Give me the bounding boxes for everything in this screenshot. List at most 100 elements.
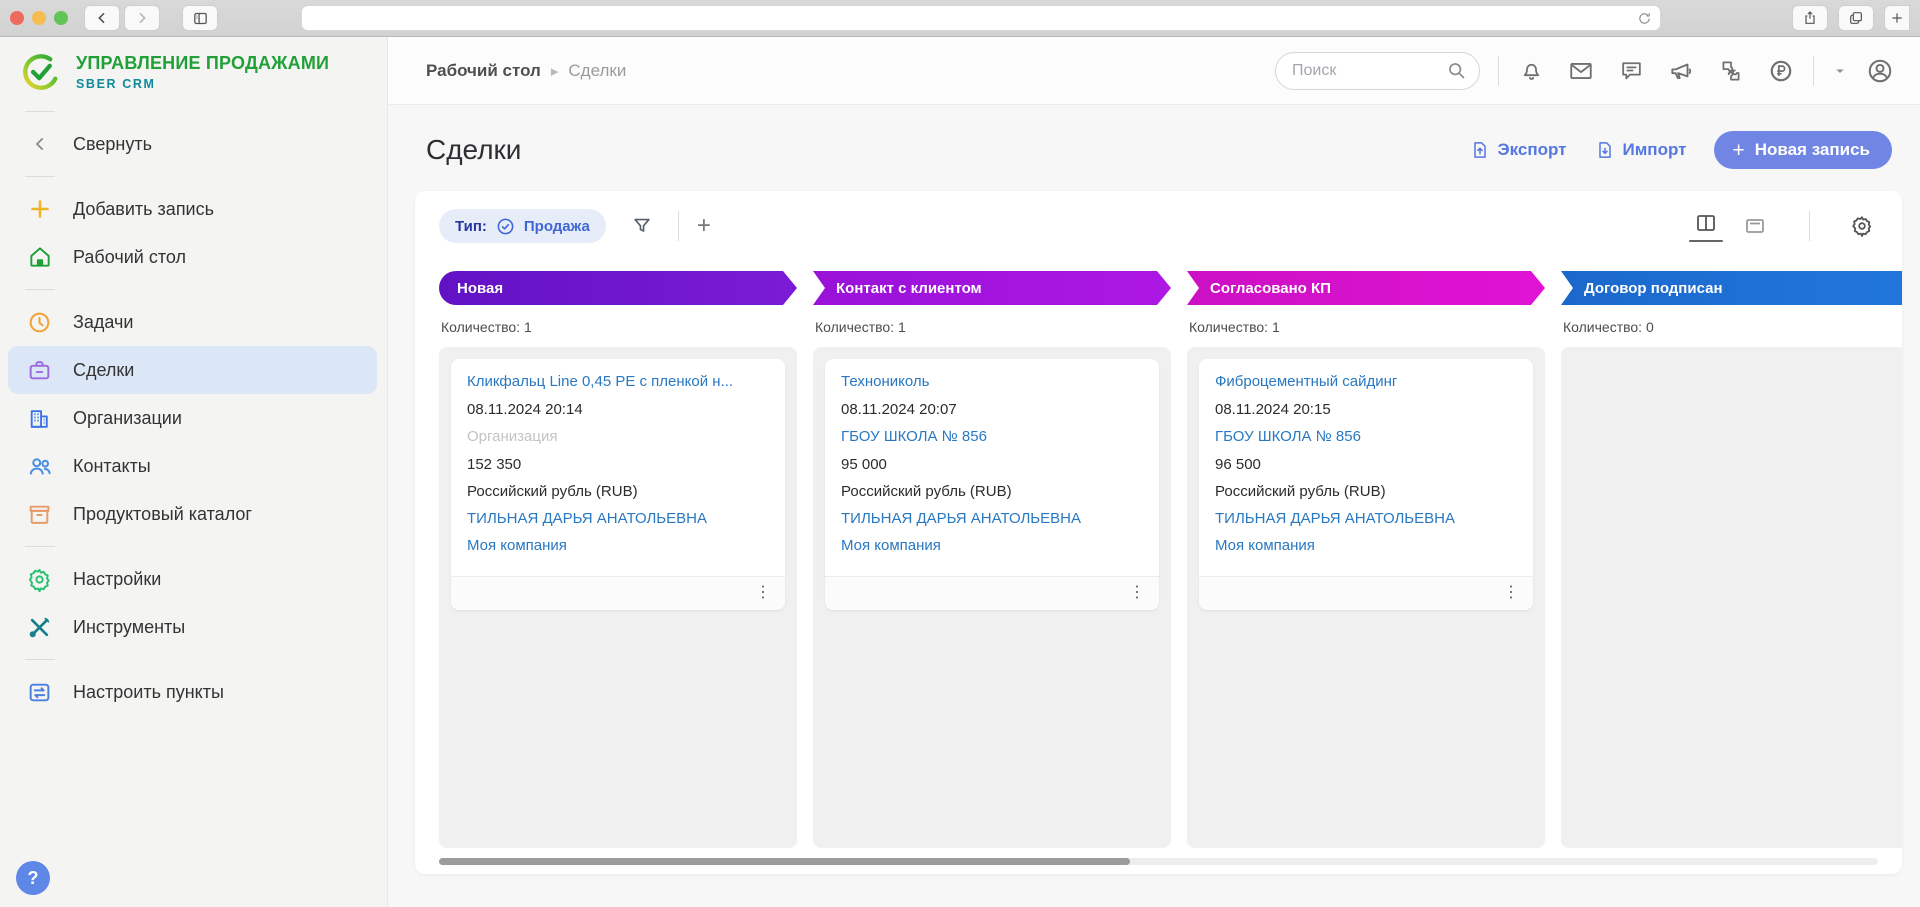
forward-button[interactable] — [124, 5, 160, 31]
new-record-button[interactable]: + Новая запись — [1714, 131, 1892, 169]
profile-icon[interactable] — [1866, 57, 1894, 85]
sidebar-item-contacts[interactable]: Контакты — [0, 442, 387, 490]
tab-overview-button[interactable] — [1838, 5, 1874, 31]
search-input[interactable] — [1292, 61, 1446, 80]
deal-card[interactable]: Кликфальц Line 0,45 PE с пленкой н... 08… — [451, 359, 785, 610]
deal-contact-link[interactable]: ТИЛЬНАЯ ДАРЬЯ АНАТОЛЬЕВНА — [841, 510, 1081, 527]
column-header[interactable]: Новая — [439, 271, 797, 305]
app-logo[interactable]: УПРАВЛЕНИЕ ПРОДАЖАМИ SBER CRM — [0, 37, 387, 103]
search-icon[interactable] — [1446, 60, 1467, 81]
sidebar-item-deals[interactable]: Сделки — [8, 346, 377, 394]
add-filter-button[interactable]: + — [696, 212, 711, 239]
sidebar-item-product-catalog[interactable]: Продуктовый каталог — [0, 490, 387, 538]
help-button[interactable]: ? — [16, 861, 50, 895]
sidebar-item-add-record[interactable]: Добавить запись — [0, 185, 387, 233]
sidebar-item-label: Настроить пункты — [73, 681, 224, 702]
scrollbar-track[interactable] — [439, 857, 1878, 865]
column-header[interactable]: Согласовано КП — [1187, 271, 1545, 305]
divider — [1809, 211, 1810, 241]
deal-contact-link[interactable]: ТИЛЬНАЯ ДАРЬЯ АНАТОЛЬЕВНА — [1215, 510, 1455, 527]
mail-icon[interactable] — [1567, 57, 1595, 85]
deal-title-link[interactable]: Кликфальц Line 0,45 PE с пленкой н... — [467, 373, 734, 390]
export-doc-icon — [1473, 142, 1486, 158]
deal-date: 08.11.2024 20:15 — [1215, 401, 1331, 418]
sidebar-item-label: Задачи — [73, 311, 134, 332]
tools-icon — [26, 614, 53, 641]
ruble-icon[interactable] — [1767, 57, 1795, 85]
sidebar-collapse-button[interactable]: Свернуть — [0, 120, 387, 168]
deal-contact-link[interactable]: ТИЛЬНАЯ ДАРЬЯ АНАТОЛЬЕВНА — [467, 510, 707, 527]
deal-title-link[interactable]: Фиброцементный сайдинг — [1215, 373, 1398, 390]
kanban-view-button[interactable] — [1689, 211, 1723, 242]
deal-company-link[interactable]: Моя компания — [467, 537, 567, 555]
deal-card[interactable]: Фиброцементный сайдинг 08.11.2024 20:15 … — [1199, 359, 1533, 610]
column-title: Договор подписан — [1584, 279, 1723, 297]
home-icon — [26, 244, 53, 271]
app-frame: УПРАВЛЕНИЕ ПРОДАЖАМИ SBER CRM Свернуть Д… — [0, 37, 1920, 907]
plus-icon: + — [1732, 138, 1745, 162]
topbar-right — [1275, 51, 1894, 90]
sidebar-item-organizations[interactable]: Организации — [0, 394, 387, 442]
sidebar: УПРАВЛЕНИЕ ПРОДАЖАМИ SBER CRM Свернуть Д… — [0, 37, 388, 907]
global-search[interactable] — [1275, 51, 1480, 90]
filter-toolbar: Тип: Продажа + — [415, 191, 1902, 257]
sidebar-item-desktop[interactable]: Рабочий стол — [0, 233, 387, 281]
help-label: ? — [27, 867, 39, 888]
deal-company-link[interactable]: Моя компания — [841, 537, 941, 555]
deal-organization-link[interactable]: ГБОУ ШКОЛА № 856 — [1215, 428, 1361, 446]
megaphone-icon[interactable] — [1667, 57, 1695, 85]
puzzle-icon[interactable] — [1717, 57, 1745, 85]
column-header[interactable]: Контакт с клиентом — [813, 271, 1171, 305]
sidebar-toggle-icon — [193, 12, 207, 24]
sidebar-collapse-label: Свернуть — [73, 133, 152, 154]
breadcrumb-parent[interactable]: Рабочий стол — [426, 60, 541, 80]
deal-card[interactable]: Технониколь 08.11.2024 20:07 ГБОУ ШКОЛА … — [825, 359, 1159, 610]
column-body — [1561, 347, 1902, 848]
filter-funnel-icon[interactable] — [628, 212, 656, 240]
bell-icon[interactable] — [1517, 57, 1545, 85]
breadcrumb-current: Сделки — [568, 60, 627, 80]
deal-company-link[interactable]: Моя компания — [1215, 537, 1315, 555]
chat-icon[interactable] — [1617, 57, 1645, 85]
board-settings-gear-icon[interactable] — [1848, 212, 1876, 240]
deal-title-link[interactable]: Технониколь — [841, 373, 930, 390]
card-menu-button[interactable]: ⋮ — [1129, 584, 1145, 601]
share-button[interactable] — [1792, 5, 1828, 31]
sidebar-toggle-button[interactable] — [182, 5, 218, 31]
chevron-down-icon[interactable] — [1832, 57, 1848, 85]
sidebar-item-label: Контакты — [73, 455, 151, 476]
window-zoom-button[interactable] — [54, 11, 68, 25]
people-icon — [26, 453, 53, 480]
sidebar-item-settings[interactable]: Настройки — [0, 555, 387, 603]
tabs-icon — [1850, 12, 1862, 24]
sidebar-item-label: Настройки — [73, 568, 162, 589]
column-body: Фиброцементный сайдинг 08.11.2024 20:15 … — [1187, 347, 1545, 848]
address-bar[interactable] — [301, 5, 1661, 31]
deal-organization-link[interactable]: ГБОУ ШКОЛА № 856 — [841, 428, 987, 446]
refresh-icon[interactable] — [1637, 11, 1652, 26]
scrollbar-thumb[interactable] — [439, 857, 1130, 865]
list-view-button[interactable] — [1743, 214, 1767, 238]
import-button[interactable]: Импорт — [1595, 140, 1686, 160]
check-circle-icon — [497, 218, 514, 234]
deal-date: 08.11.2024 20:14 — [467, 401, 583, 418]
column-header[interactable]: Договор подписан — [1561, 271, 1902, 305]
export-button[interactable]: Экспорт — [1470, 140, 1567, 160]
type-filter-chip[interactable]: Тип: Продажа — [439, 209, 606, 243]
card-menu-button[interactable]: ⋮ — [755, 584, 771, 601]
new-tab-button[interactable] — [1884, 5, 1910, 31]
sidebar-item-tasks[interactable]: Задачи — [0, 298, 387, 346]
box-icon — [26, 501, 53, 528]
kanban-column-agreed: Согласовано КП Количество: 1 Фиброцемент… — [1187, 271, 1545, 848]
sidebar-item-tools[interactable]: Инструменты — [0, 603, 387, 651]
sidebar-item-configure-menu[interactable]: Настроить пункты — [0, 668, 387, 716]
sliders-icon — [26, 679, 53, 706]
window-close-button[interactable] — [10, 11, 24, 25]
sber-logo-icon — [23, 54, 59, 90]
column-title: Контакт с клиентом — [836, 279, 982, 297]
back-button[interactable] — [84, 5, 120, 31]
card-menu-button[interactable]: ⋮ — [1503, 584, 1519, 601]
plus-icon — [1892, 13, 1902, 23]
window-minimize-button[interactable] — [32, 11, 46, 25]
